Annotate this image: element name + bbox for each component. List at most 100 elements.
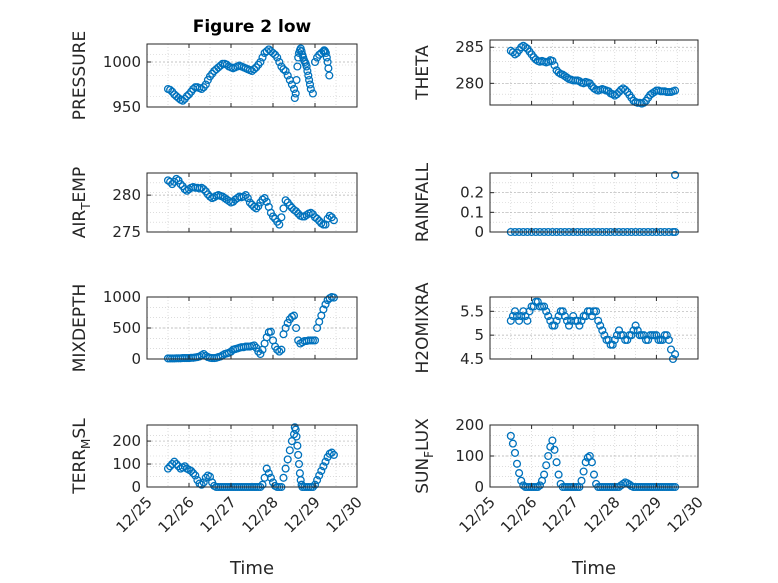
data-point <box>285 446 294 455</box>
data-point <box>310 480 320 489</box>
data-point <box>287 437 296 446</box>
data-point <box>281 66 290 76</box>
data-point <box>302 62 311 71</box>
data-point <box>614 326 624 335</box>
data-point <box>515 469 524 478</box>
y-tick-label: 280 <box>112 186 141 204</box>
data-point <box>322 53 331 62</box>
data-point <box>510 448 520 457</box>
subplot-pressure: 950 1000 PRESSURE <box>70 31 358 120</box>
data-point <box>579 467 588 476</box>
data-point <box>197 84 206 94</box>
data-point <box>189 469 198 478</box>
data-point <box>285 201 294 210</box>
subplot-theta: 280 285 THETA <box>413 38 699 108</box>
data-point <box>187 466 196 475</box>
data-point <box>239 192 248 201</box>
data-point <box>290 93 299 103</box>
data-point <box>521 43 530 52</box>
x-tick-label: 12/25 <box>113 493 156 536</box>
data-point <box>510 307 520 316</box>
data-point <box>268 212 278 221</box>
data-point <box>256 57 265 67</box>
y-tick-label: 100 <box>112 455 141 473</box>
data-point <box>172 174 181 183</box>
subplot-terr-msl: 0 100 200 TERRMSL 12/2512/2612/2712/2812/291… <box>70 418 366 537</box>
data-point <box>308 89 317 98</box>
y-tick-label: 275 <box>112 223 141 241</box>
data-point <box>662 331 671 340</box>
data-point <box>608 340 617 349</box>
data-point <box>321 48 330 58</box>
y-tick-label: 0 <box>131 350 141 368</box>
data-point <box>304 71 313 80</box>
x-tick-label: 12/26 <box>497 493 540 536</box>
data-point <box>254 347 263 356</box>
data-point <box>317 466 326 475</box>
data-point <box>178 96 187 105</box>
data-point <box>292 432 301 441</box>
data-point <box>292 207 301 216</box>
axes-box <box>146 424 358 488</box>
data-point <box>313 214 322 223</box>
data-point <box>610 335 619 344</box>
data-point <box>245 198 254 207</box>
data-point <box>306 84 315 94</box>
data-point <box>592 307 601 316</box>
data-point <box>163 464 173 473</box>
data-point <box>629 326 638 335</box>
data-point <box>550 321 559 330</box>
y-tick-label: 500 <box>112 319 141 337</box>
axes-box <box>146 172 358 233</box>
data-point <box>554 68 563 77</box>
y-axis-label-4: MIXDEPTH <box>70 284 90 373</box>
data-point <box>542 307 551 316</box>
data-point <box>262 197 271 206</box>
x-tick-label: 12/30 <box>323 493 366 536</box>
data-point <box>292 323 301 333</box>
data-point <box>268 48 278 58</box>
data-point <box>281 323 290 333</box>
y-axis-label-0: PRESSURE <box>70 31 90 120</box>
data-point <box>273 53 282 62</box>
data-point <box>294 450 303 459</box>
data-point <box>321 457 330 466</box>
data-point <box>560 312 569 321</box>
y-tick-label: 0.1 <box>460 203 484 221</box>
data-point <box>523 316 532 325</box>
data-point <box>535 481 544 490</box>
data-point <box>521 312 530 321</box>
data-point <box>652 331 661 340</box>
data-point <box>508 439 517 448</box>
subplot-h2omixra: 4.5 5 5.5 H2OMIXRA <box>413 282 699 374</box>
data-point <box>575 321 584 330</box>
y-axis-label-3: RAINFALL <box>413 162 433 242</box>
data-point <box>621 85 630 94</box>
data-point <box>329 450 338 459</box>
data-point <box>506 316 515 325</box>
data-point <box>589 470 599 479</box>
y-tick-label: 200 <box>112 432 141 450</box>
data-point <box>172 459 181 469</box>
data-point <box>262 333 271 342</box>
data-point <box>252 204 261 213</box>
data-point <box>573 316 582 325</box>
data-point <box>550 445 559 454</box>
data-point <box>587 458 596 467</box>
y-tick-label: 5.5 <box>460 302 484 320</box>
data-point <box>293 62 302 71</box>
data-point <box>201 473 210 482</box>
data-point <box>277 213 286 222</box>
x-tick-label: 12/26 <box>155 493 198 536</box>
x-axis-label-right: Time <box>571 558 616 579</box>
data-point <box>273 345 282 354</box>
data-point <box>329 293 338 302</box>
data-point <box>319 462 328 471</box>
data-point <box>166 85 175 94</box>
x-tick-label: 12/27 <box>197 493 240 536</box>
data-point <box>191 471 200 480</box>
data-point <box>666 345 676 354</box>
data-point <box>170 457 179 466</box>
y-axis-label-6: TERRMSL <box>70 418 93 495</box>
data-point <box>583 453 592 462</box>
